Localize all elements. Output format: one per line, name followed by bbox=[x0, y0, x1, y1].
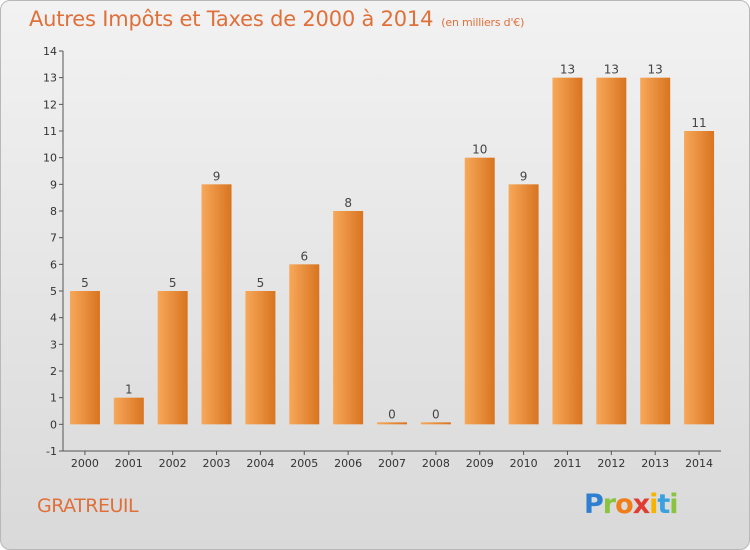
data-label: 13 bbox=[560, 63, 575, 77]
y-tick-label: -1 bbox=[46, 445, 57, 458]
x-tick-label: 2003 bbox=[203, 457, 231, 470]
bar bbox=[69, 291, 100, 425]
commune-name: GRATREUIL bbox=[37, 495, 139, 517]
bar bbox=[596, 77, 627, 425]
y-tick-label: 2 bbox=[50, 365, 57, 378]
bar bbox=[377, 422, 407, 425]
y-tick-label: 12 bbox=[43, 98, 57, 111]
chart-title: Autres Impôts et Taxes de 2000 à 2014 (en… bbox=[29, 7, 524, 31]
x-tick-label: 2011 bbox=[553, 457, 581, 470]
bar bbox=[552, 77, 583, 425]
bar bbox=[289, 264, 320, 425]
logo-letter: o bbox=[615, 489, 634, 520]
y-tick-label: 11 bbox=[43, 125, 57, 138]
x-tick-label: 2006 bbox=[334, 457, 362, 470]
logo-letter: i bbox=[649, 489, 658, 520]
data-label: 6 bbox=[300, 249, 308, 263]
y-tick-label: 0 bbox=[50, 418, 57, 431]
logo-letter: t bbox=[657, 489, 670, 520]
bar bbox=[113, 397, 144, 425]
x-tick-label: 2014 bbox=[685, 457, 713, 470]
bar bbox=[201, 184, 232, 425]
data-label: 9 bbox=[213, 169, 221, 183]
x-tick-label: 2001 bbox=[115, 457, 143, 470]
y-tick-label: 14 bbox=[43, 45, 57, 58]
data-label: 0 bbox=[388, 407, 396, 421]
bar bbox=[420, 422, 451, 425]
y-tick-label: 13 bbox=[43, 72, 57, 85]
data-label: 13 bbox=[604, 63, 619, 77]
data-label: 9 bbox=[520, 169, 528, 183]
logo-letter: x bbox=[632, 489, 650, 520]
x-tick-label: 2012 bbox=[597, 457, 625, 470]
data-label: 5 bbox=[81, 276, 89, 290]
x-tick-label: 2004 bbox=[246, 457, 274, 470]
x-tick-label: 2008 bbox=[422, 457, 450, 470]
logo-letter: i bbox=[669, 489, 678, 520]
data-label: 5 bbox=[257, 276, 265, 290]
data-label: 10 bbox=[472, 143, 487, 157]
bar bbox=[508, 184, 539, 425]
y-tick-label: 9 bbox=[50, 178, 57, 191]
data-label: 11 bbox=[691, 116, 706, 130]
data-label: 1 bbox=[125, 383, 133, 397]
bar bbox=[684, 131, 715, 425]
x-tick-label: 2009 bbox=[466, 457, 494, 470]
bar bbox=[464, 157, 495, 425]
title-text: Autres Impôts et Taxes de 2000 à 2014 bbox=[29, 7, 434, 31]
x-tick-label: 2002 bbox=[159, 457, 187, 470]
y-tick-label: 8 bbox=[50, 205, 57, 218]
bar bbox=[640, 77, 671, 425]
y-tick-label: 10 bbox=[43, 152, 57, 165]
y-tick-label: 6 bbox=[50, 258, 57, 271]
x-tick-label: 2005 bbox=[290, 457, 318, 470]
data-label: 5 bbox=[169, 276, 177, 290]
title-unit: (en milliers d'€) bbox=[441, 16, 525, 29]
y-tick-label: 1 bbox=[50, 392, 57, 405]
y-tick-label: 7 bbox=[50, 232, 57, 245]
bar bbox=[245, 291, 276, 425]
data-label: 13 bbox=[648, 63, 663, 77]
logo-letter: r bbox=[602, 489, 616, 520]
bar bbox=[157, 291, 188, 425]
y-tick-label: 5 bbox=[50, 285, 57, 298]
x-tick-label: 2013 bbox=[641, 457, 669, 470]
y-tick-label: 4 bbox=[50, 312, 57, 325]
logo-letter: P bbox=[584, 489, 604, 520]
x-tick-label: 2010 bbox=[510, 457, 538, 470]
bar bbox=[333, 211, 364, 425]
y-tick-label: 3 bbox=[50, 338, 57, 351]
x-tick-label: 2000 bbox=[71, 457, 99, 470]
data-label: 8 bbox=[344, 196, 352, 210]
x-tick-label: 2007 bbox=[378, 457, 406, 470]
proxiti-logo[interactable]: Proxiti bbox=[584, 489, 679, 520]
data-label: 0 bbox=[432, 407, 440, 421]
